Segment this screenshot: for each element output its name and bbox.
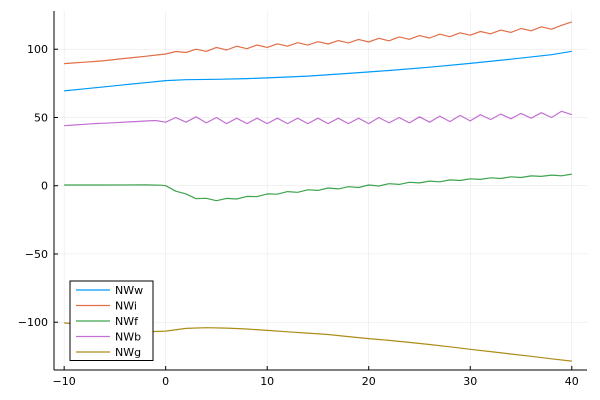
y-tick-label: 50 bbox=[34, 111, 48, 124]
series-line-nwf bbox=[64, 173, 572, 202]
y-tick-label: 100 bbox=[27, 43, 48, 56]
x-tick-label: 10 bbox=[260, 375, 274, 388]
series-line-nwi bbox=[64, 21, 572, 65]
x-tick-label: 20 bbox=[362, 375, 376, 388]
legend-label-nwi: NWi bbox=[115, 300, 137, 313]
series-line-nwb bbox=[64, 110, 572, 127]
x-tick-label: 40 bbox=[565, 375, 579, 388]
x-tick-label: 0 bbox=[162, 375, 169, 388]
legend-label-nww: NWw bbox=[115, 284, 143, 297]
legend-label-nwf: NWf bbox=[115, 315, 139, 328]
x-tick-label: −10 bbox=[53, 375, 76, 388]
legend-label-nwb: NWb bbox=[115, 331, 141, 344]
y-tick-label: −100 bbox=[18, 316, 48, 329]
series-line-nww bbox=[64, 50, 572, 92]
y-tick-label: −50 bbox=[25, 248, 48, 261]
y-tick-label: 0 bbox=[41, 180, 48, 193]
x-tick-label: 30 bbox=[463, 375, 477, 388]
legend-label-nwg: NWg bbox=[115, 346, 141, 359]
